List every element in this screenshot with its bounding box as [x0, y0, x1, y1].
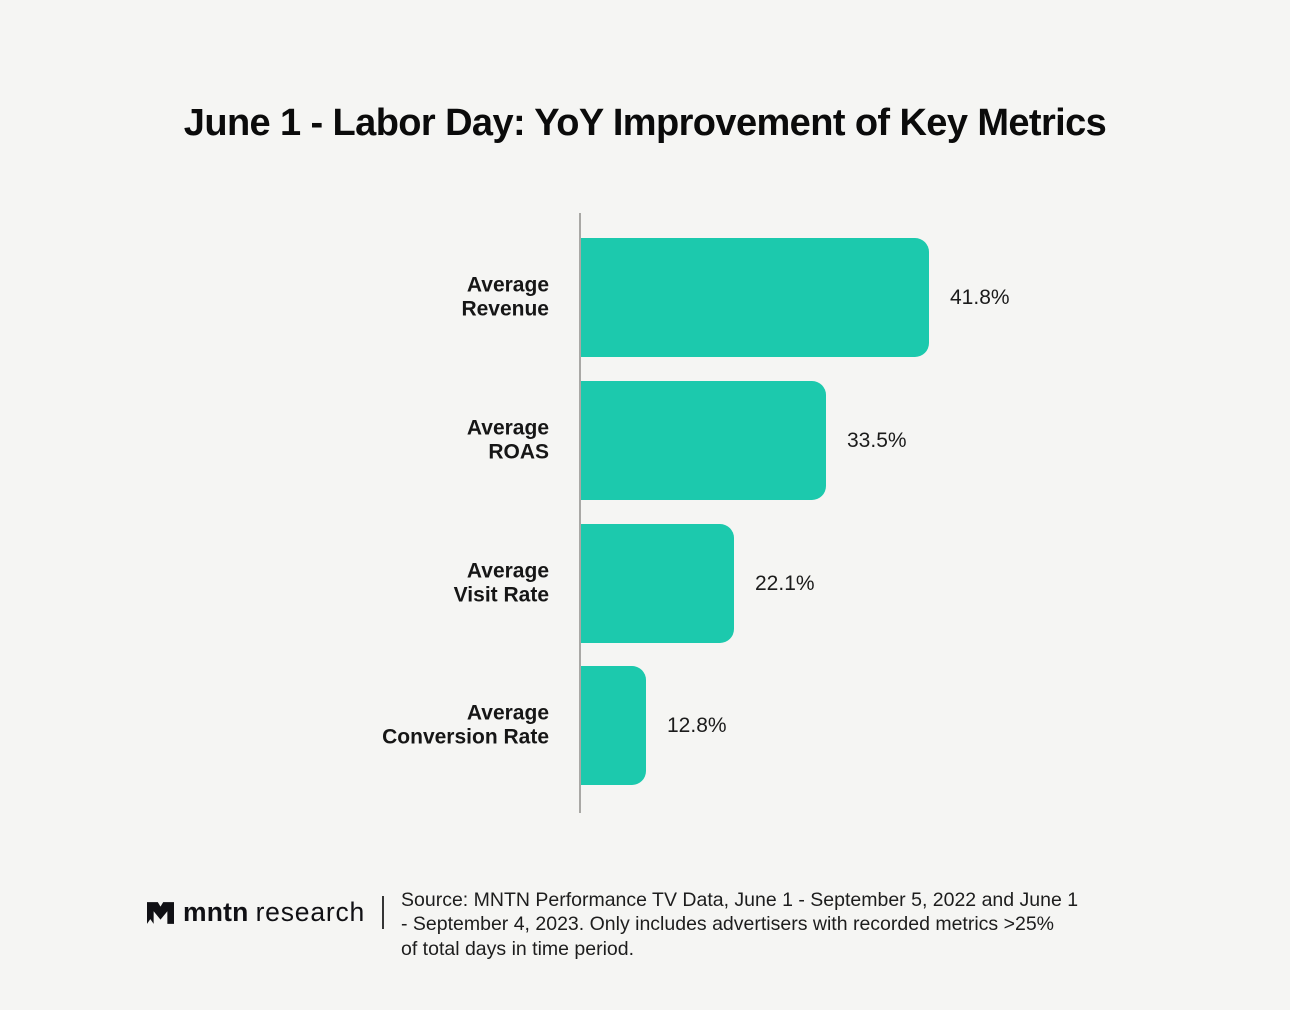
- brand-lockup: mntn research: [147, 897, 365, 928]
- chart-title: June 1 - Labor Day: YoY Improvement of K…: [183, 102, 1107, 144]
- source-attribution: Source: MNTN Performance TV Data, June 1…: [401, 888, 1181, 961]
- category-label: Average Visit Rate: [453, 559, 549, 607]
- bar-row: Average Visit Rate 22.1%: [0, 524, 1290, 643]
- category-label: Average Conversion Rate: [382, 701, 549, 749]
- mntn-mountain-logo-icon: [147, 901, 174, 924]
- source-line: Source: MNTN Performance TV Data, June 1…: [401, 889, 1079, 911]
- bar-row: Average Revenue 41.8%: [0, 238, 1290, 357]
- bar-row: Average Conversion Rate 12.8%: [0, 666, 1290, 785]
- bar: [581, 524, 734, 643]
- bar: [581, 381, 826, 500]
- y-axis-line: [579, 213, 581, 813]
- bar-value-label: 33.5%: [847, 428, 907, 452]
- brand-wordmark: mntn research: [183, 897, 365, 928]
- category-label: Average ROAS: [466, 416, 549, 464]
- brand-suffix: research: [255, 897, 366, 927]
- bar: [581, 666, 646, 785]
- category-label: Average Revenue: [461, 273, 549, 321]
- bar: [581, 238, 929, 357]
- bar-row: Average ROAS 33.5%: [0, 381, 1290, 500]
- source-line: - September 4, 2023. Only includes adver…: [401, 913, 1055, 936]
- bar-value-label: 12.8%: [667, 713, 727, 737]
- brand-name: mntn: [183, 897, 249, 927]
- bar-value-label: 22.1%: [755, 571, 815, 595]
- source-line: of total days in time period.: [401, 937, 635, 960]
- footer-divider: [382, 896, 384, 929]
- bar-value-label: 41.8%: [950, 285, 1010, 309]
